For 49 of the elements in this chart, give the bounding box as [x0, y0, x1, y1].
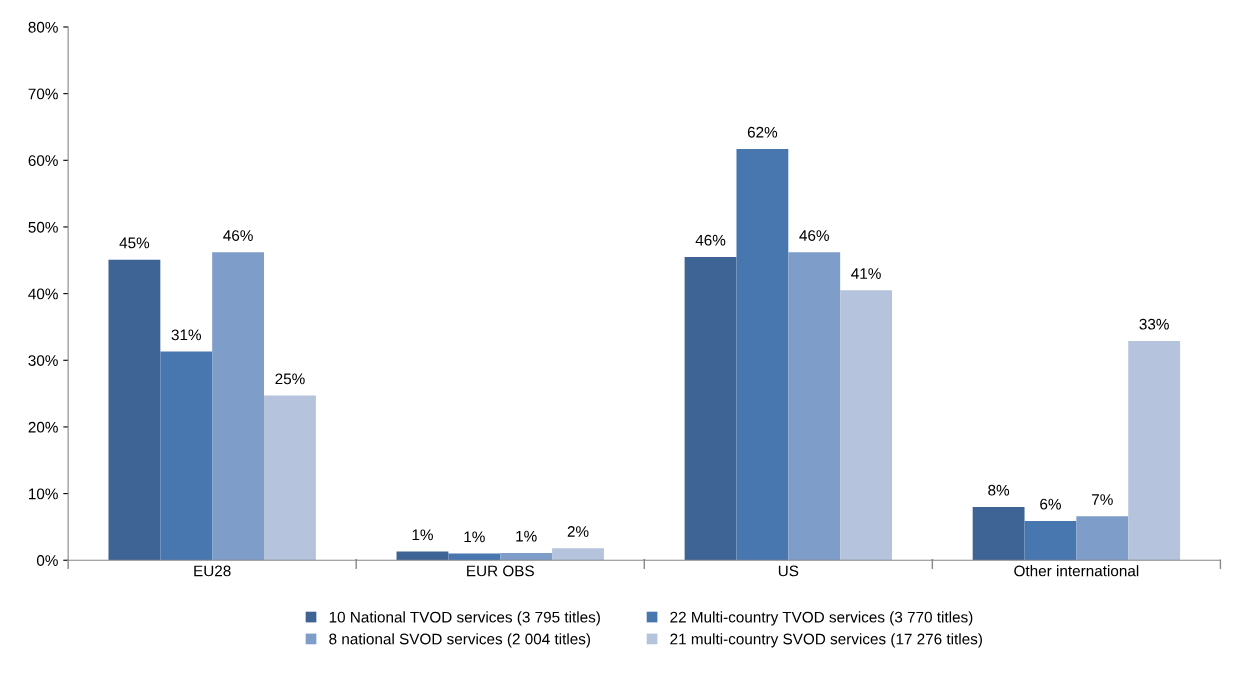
- bar: [448, 553, 501, 561]
- data-label: 31%: [171, 329, 201, 341]
- bar: [684, 256, 737, 561]
- bar: [1076, 516, 1129, 561]
- x-tick-label: EU28: [194, 565, 231, 577]
- bar: [736, 148, 789, 561]
- data-label: 1%: [516, 530, 537, 542]
- legend-label: 21 multi-country SVOD services (17 276 titles): [670, 633, 982, 648]
- y-tick-label: 20%: [28, 421, 58, 433]
- data-label: 7%: [1092, 494, 1113, 505]
- data-label: 46%: [695, 234, 726, 246]
- y-tick-label: 50%: [28, 221, 58, 233]
- data-label: 33%: [1139, 318, 1169, 330]
- data-label: 46%: [799, 230, 829, 241]
- data-label: 45%: [119, 237, 150, 249]
- y-tick-label: 40%: [28, 288, 58, 300]
- bar: [396, 551, 449, 561]
- bar: [552, 548, 604, 561]
- data-label: 8%: [988, 484, 1010, 496]
- bar: [1024, 520, 1077, 561]
- data-label: 62%: [747, 126, 778, 138]
- data-label: 41%: [851, 268, 881, 279]
- x-tick-label: US: [778, 565, 799, 577]
- legend-label: 8 national SVOD services (2 004 titles): [329, 633, 591, 648]
- bar: [160, 351, 213, 561]
- data-label: 1%: [464, 531, 485, 543]
- bar: [108, 259, 161, 561]
- x-tick-label: EUR OBS: [467, 565, 534, 577]
- bar: [500, 552, 553, 561]
- bar: [972, 506, 1025, 561]
- data-label: 46%: [223, 230, 253, 241]
- legend-label: 22 Multi-country TVOD services (3 770 titles): [670, 611, 973, 626]
- y-tick-label: 80%: [28, 21, 58, 33]
- data-label: 1%: [412, 529, 433, 541]
- y-tick-label: 70%: [28, 88, 58, 100]
- x-tick-label: Other international: [1014, 565, 1139, 577]
- y-tick-label: 60%: [28, 155, 58, 166]
- data-label: 6%: [1040, 498, 1061, 510]
- y-tick-label: 0%: [36, 555, 58, 566]
- data-label: 25%: [275, 373, 305, 385]
- bar: [788, 252, 841, 561]
- data-label: 2%: [567, 526, 589, 537]
- bar: [212, 252, 265, 561]
- bar: [264, 395, 316, 561]
- bar: [840, 290, 893, 561]
- bar: [1128, 340, 1181, 561]
- legend-label: 10 National TVOD services (3 795 titles): [329, 611, 600, 626]
- y-tick-label: 10%: [29, 488, 58, 500]
- y-tick-label: 30%: [28, 355, 58, 366]
